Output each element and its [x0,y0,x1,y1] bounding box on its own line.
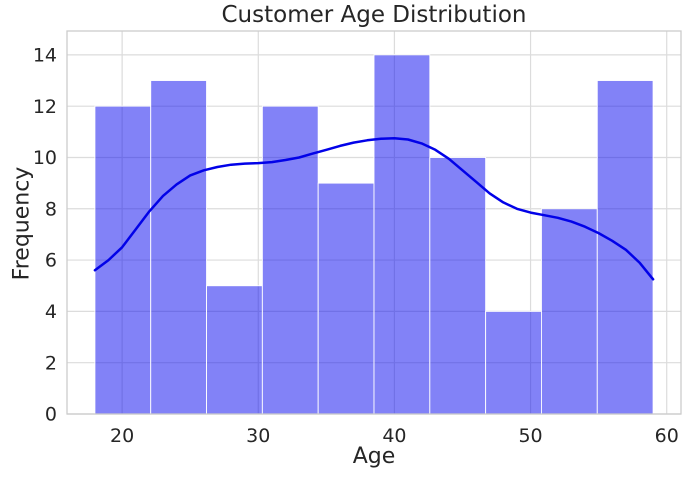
histogram-bar [485,310,542,415]
x-tick-label: 50 [518,425,542,447]
y-axis-label: Frequency [9,166,35,281]
kde-line [93,136,655,281]
y-tick-label: 6 [45,250,57,272]
y-tick-label: 12 [33,96,57,118]
y-tick-label: 14 [33,45,57,67]
histogram-bar [206,285,263,415]
y-tick-label: 10 [33,147,57,169]
histogram-bar [373,54,431,415]
x-tick-label: 30 [246,425,270,447]
chart-title: Customer Age Distribution [221,2,527,28]
y-tick-label: 4 [45,301,57,323]
histogram-bar [317,182,375,415]
x-tick-label: 60 [655,425,679,447]
x-tick-label: 20 [110,425,134,447]
y-tick-label: 8 [45,198,57,220]
histogram-bar [261,105,319,415]
y-tick-label: 2 [45,352,57,374]
x-tick-label: 40 [382,425,406,447]
histogram-bar [541,208,598,415]
axes-border [66,30,682,415]
histogram-bar [596,80,654,415]
x-axis-label: Age [352,444,396,469]
histogram-bar [94,105,152,415]
histogram-bar [150,80,207,415]
y-tick-label: 0 [45,404,57,426]
histogram-bar [429,157,487,415]
